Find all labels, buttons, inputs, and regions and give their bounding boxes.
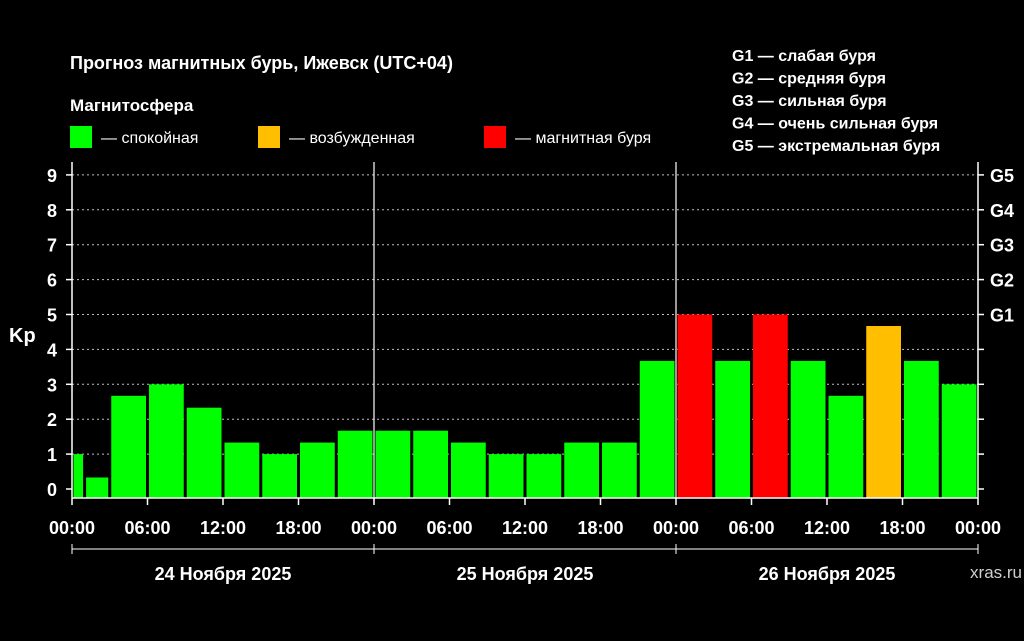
x-tick-label: 00:00 <box>49 518 95 538</box>
kp-bar-quiet <box>111 395 146 498</box>
y-tick-label: 3 <box>47 375 57 395</box>
y-tick-label: 5 <box>47 306 57 326</box>
x-tick-label: 12:00 <box>200 518 246 538</box>
kp-bar-quiet <box>790 360 826 498</box>
g-axis-ticks: G1 G2 G3 G4 G5 <box>978 166 1014 490</box>
kp-bar-quiet <box>715 360 750 498</box>
x-tick-label: 12:00 <box>502 518 548 538</box>
kp-bar-quiet <box>262 454 297 498</box>
date-label: 24 Ноября 2025 <box>155 564 292 584</box>
kp-bar-quiet <box>337 430 373 498</box>
y-tick-label: 2 <box>47 410 57 430</box>
legend-title: Магнитосфера <box>70 96 194 115</box>
kp-bar-quiet <box>526 454 562 498</box>
x-tick-label: 06:00 <box>124 518 170 538</box>
kp-bar-quiet <box>941 384 977 498</box>
gridlines <box>72 162 978 498</box>
kp-bar-quiet <box>451 442 486 498</box>
kp-bar-quiet <box>300 442 335 498</box>
g-scale-item: G1 — слабая буря <box>732 48 876 65</box>
y-tick-label: 7 <box>47 236 57 256</box>
kp-bar-quiet <box>639 360 675 498</box>
y-tick-label: 8 <box>47 201 57 221</box>
bars <box>73 314 977 498</box>
x-tick-label: 06:00 <box>728 518 774 538</box>
legend-label: — спокойная <box>101 130 198 147</box>
chart-title: Прогноз магнитных бурь, Ижевск (UTC+04) <box>70 53 453 73</box>
kp-bar-active <box>866 326 901 498</box>
kp-bar-quiet <box>224 442 260 498</box>
y-axis-ticks: 0 1 2 3 4 5 6 7 8 9 <box>47 166 72 500</box>
legend-swatch <box>258 126 280 148</box>
date-axis: 24 Ноября 2025 25 Ноября 2025 26 Ноября 20… <box>71 544 979 584</box>
kp-bar-quiet <box>186 407 222 498</box>
x-tick-label: 18:00 <box>577 518 623 538</box>
x-tick-label: 06:00 <box>426 518 472 538</box>
g-tick-label: G5 <box>990 166 1014 186</box>
y-tick-label: 0 <box>47 480 57 500</box>
g-scale-legend: G1 — слабая буря G2 — средняя буря G3 — си… <box>732 48 940 155</box>
x-tick-label: 00:00 <box>351 518 397 538</box>
kp-bar-quiet <box>413 430 448 498</box>
legend: — спокойная — возбужденная — магнитная бур… <box>70 126 651 148</box>
y-tick-label: 1 <box>47 445 57 465</box>
x-tick-label: 00:00 <box>955 518 1001 538</box>
g-tick-label: G1 <box>990 306 1014 326</box>
g-tick-label: G2 <box>990 271 1014 291</box>
g-scale-item: G3 — сильная буря <box>732 93 887 110</box>
g-scale-item: G4 — очень сильная буря <box>732 116 938 133</box>
kp-bar-quiet <box>375 430 411 498</box>
y-tick-label: 6 <box>47 271 57 291</box>
kp-bar-storm <box>677 314 713 498</box>
legend-swatch <box>484 126 506 148</box>
y-axis-label: Kp <box>9 325 36 347</box>
x-tick-label: 12:00 <box>804 518 850 538</box>
date-label: 26 Ноября 2025 <box>759 564 896 584</box>
watermark: xras.ru <box>970 563 1022 582</box>
date-label: 25 Ноября 2025 <box>457 564 594 584</box>
kp-bar-quiet <box>149 384 184 498</box>
kp-bar-storm <box>753 314 788 498</box>
kp-bar-quiet <box>488 454 524 498</box>
kp-bar-quiet <box>86 477 109 498</box>
kp-bar-quiet <box>828 395 864 498</box>
legend-swatch <box>70 126 92 148</box>
kp-bar-quiet <box>564 442 599 498</box>
kp-bar-quiet <box>602 442 637 498</box>
g-tick-label: G4 <box>990 201 1014 221</box>
x-tick-label: 18:00 <box>879 518 925 538</box>
legend-label: — магнитная буря <box>515 130 651 147</box>
kp-bar-quiet <box>904 360 939 498</box>
y-tick-label: 9 <box>47 166 57 186</box>
x-axis-ticks: 00:00 06:00 12:00 18:00 00:00 06:00 12:00 18:00… <box>49 498 1001 538</box>
g-tick-label: G3 <box>990 236 1014 256</box>
kp-bar-quiet <box>73 454 84 498</box>
g-scale-item: G2 — средняя буря <box>732 71 886 88</box>
x-tick-label: 18:00 <box>275 518 321 538</box>
g-scale-item: G5 — экстремальная буря <box>732 138 940 155</box>
y-tick-label: 4 <box>47 340 57 360</box>
legend-label: — возбужденная <box>289 130 415 147</box>
x-tick-label: 00:00 <box>653 518 699 538</box>
